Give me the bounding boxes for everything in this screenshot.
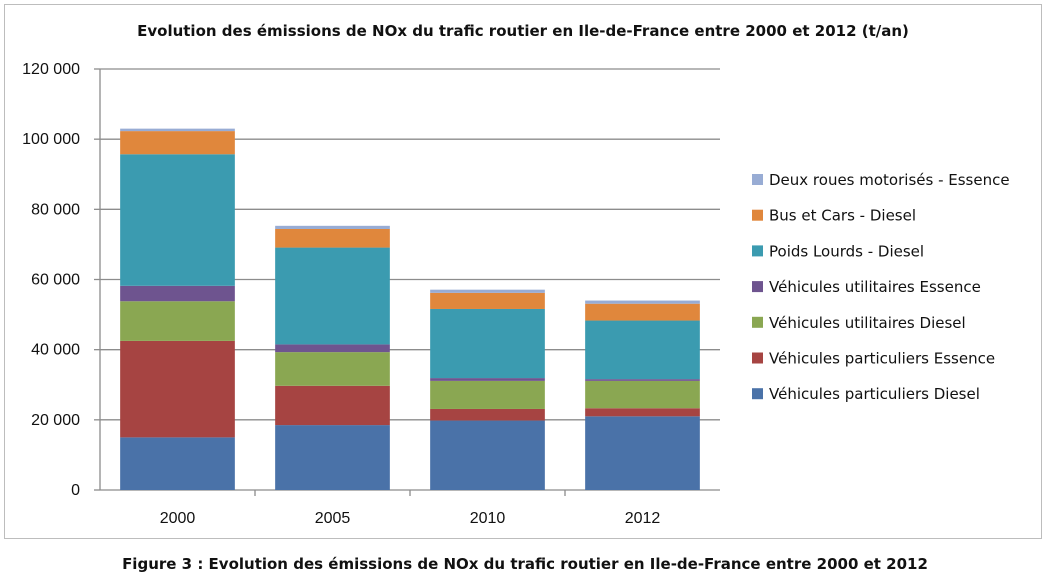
legend-label: Bus et Cars - Diesel xyxy=(769,207,916,225)
legend-label: Véhicules utilitaires Diesel xyxy=(769,314,966,332)
bar-segment xyxy=(275,352,390,386)
bar-segment xyxy=(585,380,700,409)
bar-segment xyxy=(120,154,235,286)
bar-segment xyxy=(585,320,700,380)
bar-segment xyxy=(585,379,700,381)
y-tick-label: 120 000 xyxy=(22,61,80,78)
x-tick-label: 2005 xyxy=(315,510,351,527)
legend-label: Véhicules particuliers Diesel xyxy=(769,385,980,403)
bar-segment xyxy=(430,378,545,381)
figure-caption: Figure 3 : Evolution des émissions de NO… xyxy=(122,555,928,573)
bar-segment xyxy=(430,308,545,379)
bar-segment xyxy=(430,408,545,421)
legend: Deux roues motorisés - Essence Bus et Car… xyxy=(752,171,1010,403)
bars xyxy=(120,128,700,490)
legend-swatch xyxy=(752,352,763,364)
x-tick-label: 2000 xyxy=(160,510,196,527)
legend-swatch xyxy=(752,245,763,257)
chart-title: Evolution des émissions de NOx du trafic… xyxy=(137,22,909,40)
bar-segment xyxy=(430,289,545,293)
legend-swatch xyxy=(752,209,763,221)
legend-swatch xyxy=(752,388,763,400)
bar-segment xyxy=(275,425,390,490)
bar-segment xyxy=(275,225,390,229)
legend-label: Véhicules particuliers Essence xyxy=(769,350,995,368)
bar-segment xyxy=(585,408,700,417)
bar-segment xyxy=(120,131,235,155)
bar-segment xyxy=(275,385,390,426)
bar-segment xyxy=(120,285,235,302)
y-tick-label: 20 000 xyxy=(31,412,80,429)
x-tick-label: 2010 xyxy=(470,510,506,527)
y-tick-label: 60 000 xyxy=(31,272,80,289)
bar-segment xyxy=(120,128,235,132)
legend-label: Véhicules utilitaires Essence xyxy=(769,278,981,296)
stacked-bar-chart: Evolution des émissions de NOx du trafic… xyxy=(22,22,1010,527)
bar-segment xyxy=(120,340,235,438)
x-tick-label: 2012 xyxy=(625,510,661,527)
bar-segment xyxy=(275,228,390,248)
bar-segment xyxy=(585,416,700,490)
y-tick-label: 0 xyxy=(71,482,80,499)
legend-swatch xyxy=(752,174,763,185)
bar-segment xyxy=(430,292,545,309)
bar-segment xyxy=(120,437,235,490)
legend-label: Poids Lourds - Diesel xyxy=(769,242,924,260)
bar-segment xyxy=(275,247,390,345)
legend-label: Deux roues motorisés - Essence xyxy=(769,171,1010,189)
y-tick-label: 80 000 xyxy=(31,201,80,218)
bar-segment xyxy=(275,344,390,353)
legend-swatch xyxy=(752,316,763,328)
legend-swatch xyxy=(752,281,763,293)
bar-segment xyxy=(430,380,545,409)
bar-segment xyxy=(585,300,700,304)
bar-segment xyxy=(430,420,545,490)
bar-segment xyxy=(120,301,235,341)
y-tick-label: 100 000 xyxy=(22,131,80,148)
y-tick-label: 40 000 xyxy=(31,342,80,359)
bar-segment xyxy=(585,303,700,321)
